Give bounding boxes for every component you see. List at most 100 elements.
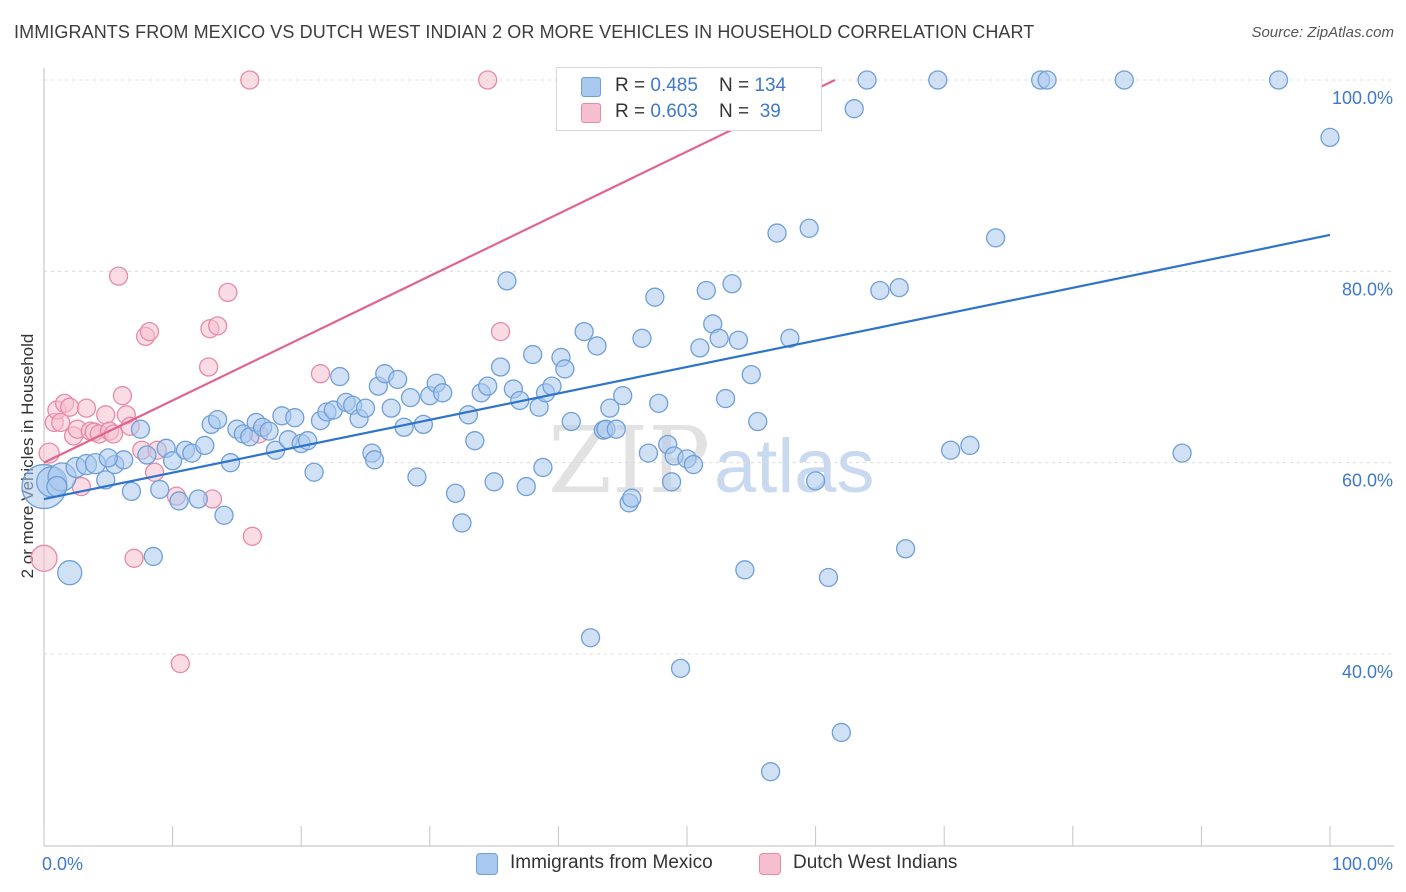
legend-n-value: 39 [754, 101, 781, 122]
legend-r-value: 0.485 [650, 75, 698, 96]
data-point-immigrants-from-mexico [137, 445, 157, 465]
data-point-dutch-west-indians [198, 357, 219, 377]
data-point-immigrants-from-mexico [683, 454, 704, 475]
data-point-immigrants-from-mexico [169, 491, 189, 511]
data-point-immigrants-from-mexico [188, 489, 208, 509]
data-point-immigrants-from-mexico [445, 483, 466, 503]
data-point-immigrants-from-mexico [452, 513, 472, 533]
data-point-immigrants-from-mexico [600, 398, 620, 418]
gridlines [44, 79, 1394, 655]
data-point-immigrants-from-mexico [1172, 443, 1192, 463]
data-point-immigrants-from-mexico [690, 338, 710, 358]
data-point-immigrants-from-mexico [1114, 70, 1134, 90]
data-point-immigrants-from-mexico [805, 471, 826, 491]
data-point-dutch-west-indians [60, 397, 80, 417]
data-point-immigrants-from-mexico [728, 330, 749, 350]
data-point-immigrants-from-mexico [722, 274, 742, 294]
data-point-immigrants-from-mexico [98, 448, 118, 468]
data-point-immigrants-from-mexico [870, 280, 890, 301]
data-point-immigrants-from-mexico [400, 387, 421, 408]
data-point-dutch-west-indians [139, 321, 160, 342]
data-point-immigrants-from-mexico [760, 762, 781, 782]
data-point-dutch-west-indians [240, 70, 260, 90]
correlation-legend: R = 0.485 N = 134 R = 0.603 N = 39 [556, 67, 822, 131]
data-point-immigrants-from-mexico [767, 223, 787, 243]
data-point-immigrants-from-mexico [259, 421, 279, 441]
chart-title: IMMIGRANTS FROM MEXICO VS DUTCH WEST IND… [14, 22, 1035, 42]
data-point-dutch-west-indians [310, 364, 331, 384]
data-point-immigrants-from-mexico [497, 271, 517, 291]
data-point-immigrants-from-mexico [195, 435, 215, 456]
source-label: Source: ZipAtlas.com [1251, 24, 1394, 41]
data-point-immigrants-from-mexico [555, 359, 575, 379]
data-point-immigrants-from-mexico [162, 451, 183, 471]
legend-swatch-pink [581, 103, 601, 123]
data-point-immigrants-from-mexico [121, 481, 142, 502]
data-point-immigrants-from-mexico [516, 476, 536, 497]
data-point-immigrants-from-mexico [622, 488, 642, 508]
trend-line-immigrants-from-mexico [43, 233, 1331, 501]
data-point-immigrants-from-mexico [818, 567, 839, 588]
data-point-dutch-west-indians [170, 653, 190, 674]
data-point-immigrants-from-mexico [638, 443, 659, 463]
data-point-dutch-west-indians [478, 70, 498, 90]
data-point-immigrants-from-mexico [696, 280, 716, 301]
data-point-immigrants-from-mexico [143, 546, 163, 567]
data-point-immigrants-from-mexico [130, 419, 151, 439]
data-point-dutch-west-indians [242, 526, 262, 546]
data-point-dutch-west-indians [51, 412, 71, 433]
legend-swatch-mexico [476, 853, 498, 875]
data-point-immigrants-from-mexico [285, 408, 305, 428]
legend-label-mexico: Immigrants from Mexico [510, 852, 713, 873]
data-point-immigrants-from-mexico [574, 321, 594, 342]
data-point-immigrants-from-mexico [458, 405, 479, 425]
series-legend: Immigrants from Mexico Dutch West Indian… [0, 852, 1406, 878]
data-point-immigrants-from-mexico [484, 472, 504, 492]
x-tick-labels: 0.0% 100.0% [42, 854, 1393, 874]
data-point-immigrants-from-mexico [207, 409, 228, 430]
data-point-immigrants-from-mexico [57, 560, 83, 586]
data-point-immigrants-from-mexico [387, 369, 408, 390]
data-point-immigrants-from-mexico [709, 328, 729, 348]
data-point-immigrants-from-mexico [985, 228, 1006, 248]
legend-swatch-blue [581, 77, 601, 97]
data-point-immigrants-from-mexico [649, 393, 669, 414]
data-point-immigrants-from-mexico [533, 457, 553, 478]
trend-line-dutch-west-indians [43, 79, 836, 464]
data-point-immigrants-from-mexico [561, 411, 581, 432]
x-tick-label-min: 0.0% [42, 854, 83, 874]
data-point-immigrants-from-mexico [632, 328, 652, 348]
data-point-immigrants-from-mexico [661, 472, 682, 492]
legend-r-label: R = [615, 101, 651, 122]
data-point-immigrants-from-mexico [1037, 70, 1057, 90]
series-dutch-west-indians-points [30, 70, 511, 674]
data-point-immigrants-from-mexico [150, 479, 170, 500]
data-point-immigrants-from-mexico [46, 475, 68, 498]
series-immigrants-from-mexico-points [21, 70, 1340, 782]
data-point-immigrants-from-mexico [670, 658, 691, 678]
data-point-immigrants-from-mexico [214, 505, 234, 525]
data-point-dutch-west-indians [207, 316, 228, 336]
data-point-dutch-west-indians [112, 386, 133, 406]
data-point-dutch-west-indians [124, 548, 144, 568]
data-point-immigrants-from-mexico [799, 218, 819, 238]
data-point-immigrants-from-mexico [741, 365, 761, 385]
data-point-dutch-west-indians [96, 405, 116, 425]
data-point-immigrants-from-mexico [889, 277, 909, 298]
trend-lines [43, 79, 1331, 501]
data-point-immigrants-from-mexico [490, 357, 511, 377]
data-point-immigrants-from-mexico [330, 366, 350, 387]
data-point-immigrants-from-mexico [407, 467, 427, 487]
legend-n-value: 134 [754, 75, 787, 96]
data-point-immigrants-from-mexico [613, 386, 633, 406]
data-point-immigrants-from-mexico [355, 398, 376, 418]
data-point-dutch-west-indians [30, 544, 58, 572]
data-point-immigrants-from-mexico [465, 431, 485, 451]
watermark-atlas: atlas [714, 424, 875, 509]
x-tick-label-max: 100.0% [1332, 854, 1393, 874]
data-point-immigrants-from-mexico [587, 336, 607, 356]
data-point-immigrants-from-mexico [645, 287, 665, 307]
data-point-immigrants-from-mexico [831, 722, 851, 743]
data-point-immigrants-from-mexico [523, 344, 543, 365]
